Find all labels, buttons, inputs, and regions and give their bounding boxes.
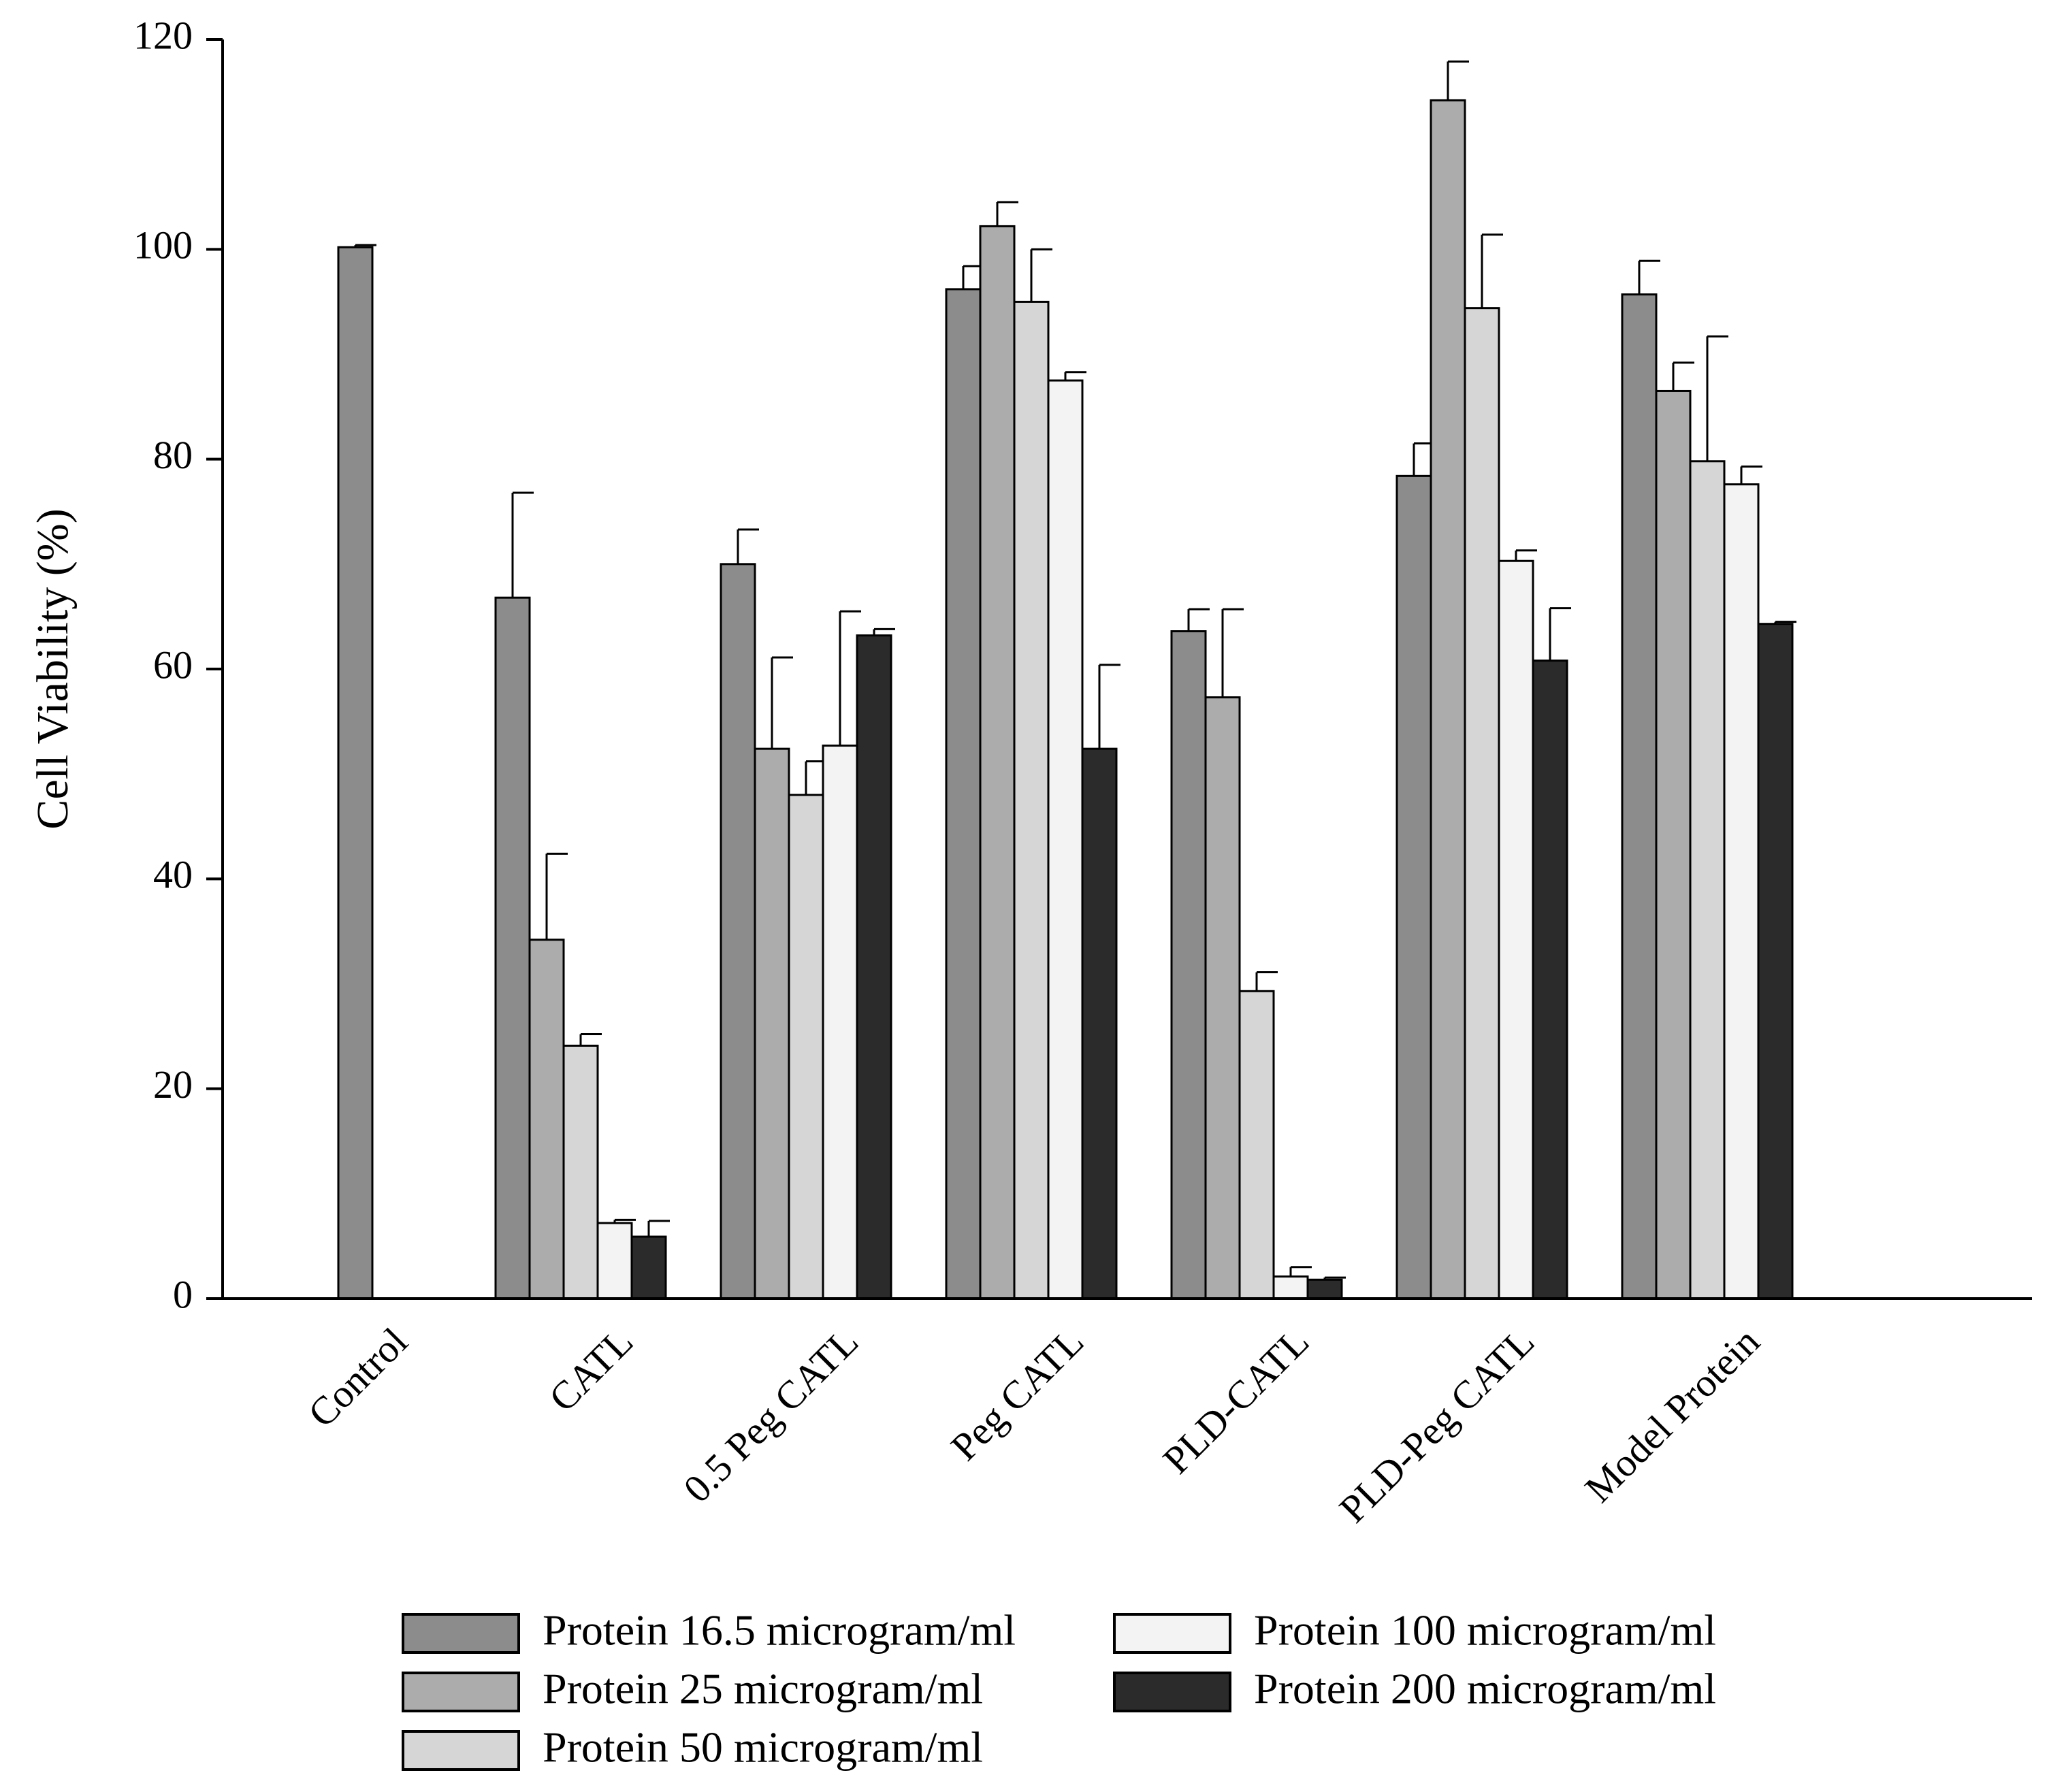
bar-4-3: [1272, 1275, 1309, 1300]
bar-1-4: [630, 1235, 667, 1300]
bar-0-0: [337, 246, 374, 1300]
y-tick-label: 0: [173, 1272, 193, 1316]
bar-1-3: [596, 1222, 633, 1300]
x-category-label: 0.5 Peg CATL: [675, 1319, 867, 1511]
bar-2-2: [788, 794, 824, 1300]
bar-2-4: [856, 634, 892, 1300]
x-category-label: PLD-Peg CATL: [1331, 1319, 1543, 1531]
legend-swatch-1: [402, 1672, 520, 1712]
legend-label-1: Protein 25 microgram/ml: [543, 1665, 983, 1713]
bar-1-1: [528, 939, 565, 1300]
bar-2-0: [720, 563, 756, 1300]
bar-3-0: [945, 288, 982, 1300]
bars: [337, 60, 1796, 1300]
y-tick-label: 40: [153, 853, 193, 897]
y-tick-label: 80: [153, 433, 193, 477]
x-category-label: PLD-CATL: [1155, 1319, 1318, 1482]
bar-2-3: [822, 745, 858, 1300]
y-tick-label: 60: [153, 642, 193, 687]
bar-3-3: [1047, 379, 1084, 1300]
bar-6-3: [1723, 483, 1760, 1300]
legend-swatch-2: [402, 1730, 520, 1771]
bar-6-4: [1757, 623, 1794, 1300]
bar-4-1: [1204, 696, 1241, 1300]
bar-5-3: [1498, 559, 1534, 1300]
x-category-label: Control: [300, 1319, 416, 1435]
legend-swatch-4: [1113, 1672, 1231, 1712]
legend: Protein 16.5 microgram/ml Protein 25 micr…: [402, 1606, 1716, 1772]
legend-label-4: Protein 200 microgram/ml: [1254, 1665, 1716, 1713]
bar-1-0: [494, 596, 531, 1300]
legend-label-2: Protein 50 microgram/ml: [543, 1723, 983, 1772]
bar-1-2: [562, 1044, 599, 1300]
bar-4-2: [1238, 990, 1275, 1300]
x-labels: Control CATL 0.5 Peg CATL Peg CATL PLD-CATL P…: [300, 1319, 1768, 1531]
x-category-label: Model Protein: [1576, 1319, 1768, 1511]
x-category-label: CATL: [541, 1319, 641, 1420]
legend-swatch-3: [1113, 1613, 1231, 1654]
bar-3-2: [1013, 300, 1050, 1300]
bar-6-0: [1621, 293, 1658, 1300]
bar-6-2: [1689, 460, 1726, 1300]
x-category-label: Peg CATL: [942, 1319, 1092, 1469]
bar-3-1: [979, 225, 1016, 1300]
bar-4-4: [1306, 1278, 1343, 1300]
bar-5-4: [1532, 659, 1568, 1300]
bar-2-1: [754, 747, 790, 1300]
legend-label-3: Protein 100 microgram/ml: [1254, 1606, 1716, 1655]
y-tick-label: 120: [133, 13, 193, 57]
bar-4-0: [1170, 630, 1207, 1300]
bar-6-1: [1655, 389, 1692, 1300]
legend-swatch-0: [402, 1613, 520, 1654]
legend-label-0: Protein 16.5 microgram/ml: [543, 1606, 1016, 1655]
bar-3-4: [1081, 747, 1118, 1300]
y-tick-label: 100: [133, 223, 193, 267]
bar-5-2: [1464, 307, 1500, 1300]
bar-5-1: [1430, 99, 1466, 1300]
bar-5-0: [1395, 474, 1432, 1300]
y-tick-label: 20: [153, 1062, 193, 1107]
y-ticks: 0 20 40 60 80 100 120: [133, 13, 223, 1316]
y-axis-title: Cell Viability (%): [28, 508, 78, 829]
